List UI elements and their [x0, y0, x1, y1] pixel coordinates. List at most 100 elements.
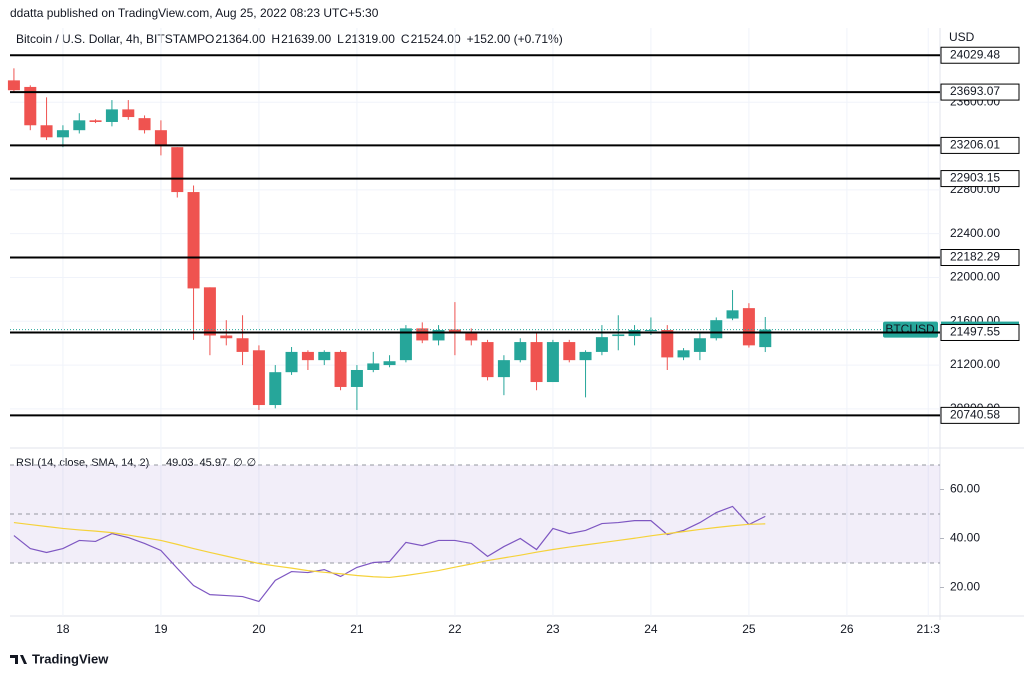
- level-box: [940, 170, 1020, 188]
- y-tick-label: 22000.00: [950, 270, 1000, 284]
- rsi-line: [13, 505, 766, 603]
- x-tick-label: 26: [840, 622, 854, 636]
- candle-body: [530, 342, 543, 383]
- candle-body: [465, 331, 478, 341]
- level-label: 21497.55: [950, 325, 1000, 339]
- candle-body: [171, 147, 184, 193]
- candle-body: [726, 310, 739, 319]
- x-tick-label: 21:3: [917, 622, 941, 636]
- x-tick-label: 19: [154, 622, 168, 636]
- level-box: [940, 249, 1020, 267]
- change: +152.00 (+0.71%): [467, 32, 563, 46]
- level-box: [940, 136, 1020, 154]
- candle-body: [40, 125, 53, 138]
- candle-body: [318, 351, 331, 361]
- candle-body: [187, 192, 200, 289]
- candle-body: [203, 287, 216, 336]
- last-price-tag: [883, 321, 938, 338]
- candle-body: [644, 330, 657, 332]
- candle-body: [759, 329, 772, 348]
- candle-body: [399, 328, 412, 361]
- candle-body: [595, 337, 608, 352]
- symbol: Bitcoin / U.S. Dollar, 4h, BITSTAMP: [16, 32, 205, 46]
- candle-body: [73, 120, 86, 131]
- ohlc-key: C: [401, 32, 410, 46]
- level-label: 20740.58: [950, 408, 1000, 422]
- ohlc-value: 21364.00: [215, 32, 265, 46]
- ohlc-key: O: [205, 32, 214, 46]
- logo-text: TradingView: [32, 651, 109, 666]
- level-label: 23206.01: [950, 138, 1000, 152]
- y-tick-label: 22400.00: [950, 226, 1000, 240]
- candle-body: [661, 330, 674, 358]
- level-label: 22903.15: [950, 171, 1000, 185]
- candle-body: [56, 130, 69, 138]
- level-label: 24029.48: [950, 47, 1000, 61]
- ohlc-value: 21524.00: [411, 32, 461, 46]
- y-tick-label: 21200.00: [950, 357, 1000, 371]
- candle-body: [383, 361, 396, 366]
- candle-body: [236, 338, 249, 352]
- ohlc-value: 21639.00: [281, 32, 331, 46]
- candle-body: [432, 330, 445, 341]
- candle-body: [220, 335, 233, 339]
- x-tick-label: 20: [252, 622, 266, 636]
- currency: USD: [949, 30, 975, 44]
- level-label: 23693.07: [950, 84, 1000, 98]
- rsi-legend-na: ∅: [247, 457, 257, 469]
- ohlc-key: H: [271, 32, 280, 46]
- candle-body: [89, 120, 102, 122]
- level-label: 22182.29: [950, 250, 1000, 264]
- logo-mark: [10, 655, 27, 664]
- x-tick-label: 22: [448, 622, 462, 636]
- rsi-legend-value: 49.03: [166, 457, 194, 469]
- rsi-legend-value: 45.97: [200, 457, 228, 469]
- x-tick-label: 23: [546, 622, 560, 636]
- candle-body: [448, 329, 461, 332]
- candle-body: [710, 320, 723, 339]
- byline: ddatta published on TradingView.com, Aug…: [10, 6, 379, 20]
- candle-body: [497, 360, 510, 378]
- candle-body: [514, 342, 527, 361]
- level-box: [940, 46, 1020, 64]
- candle-body: [742, 308, 755, 346]
- candle-body: [367, 363, 380, 370]
- candle-body: [416, 328, 429, 341]
- x-tick-label: 25: [742, 622, 756, 636]
- y-tick-label: 20.00: [950, 580, 980, 594]
- x-tick-label: 24: [644, 622, 658, 636]
- candle-body: [24, 86, 37, 126]
- candle-body: [154, 130, 167, 145]
- candle-body: [350, 369, 363, 387]
- candle-body: [105, 109, 118, 122]
- candle-body: [612, 334, 625, 337]
- candle-body: [481, 342, 494, 378]
- last-price-name: BTCUSD: [885, 322, 935, 336]
- x-tick-label: 18: [56, 622, 70, 636]
- rsi-title: RSI (14, close, SMA, 14, 2): [16, 457, 149, 469]
- candle-body: [693, 338, 706, 352]
- candle-body: [252, 350, 265, 406]
- level-box: [940, 323, 1020, 341]
- candle-body: [122, 109, 135, 118]
- candle-body: [563, 342, 576, 361]
- candle-body: [285, 351, 298, 373]
- level-box: [940, 83, 1020, 101]
- rsi-line: [13, 521, 766, 579]
- candle-body: [546, 342, 559, 383]
- candle-body: [7, 80, 20, 91]
- level-box: [940, 406, 1020, 424]
- y-tick-label: 40.00: [950, 531, 980, 545]
- candle-body: [579, 351, 592, 361]
- candle-body: [677, 350, 690, 358]
- ohlc-value: 21319.00: [345, 32, 395, 46]
- candle-body: [138, 118, 151, 131]
- candle-body: [269, 372, 282, 406]
- candle-body: [301, 351, 314, 361]
- logo: TradingView: [10, 651, 109, 666]
- x-tick-label: 21: [350, 622, 364, 636]
- candle-body: [334, 351, 347, 387]
- y-tick-label: 60.00: [950, 482, 980, 496]
